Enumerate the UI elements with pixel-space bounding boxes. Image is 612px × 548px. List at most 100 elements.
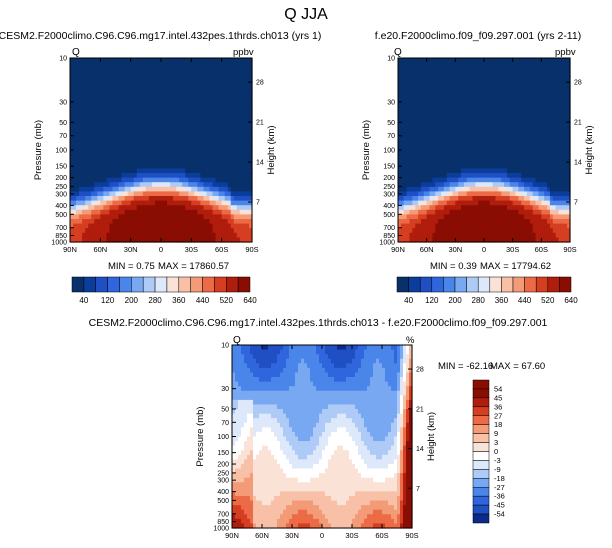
field-cell — [547, 117, 551, 123]
field-cell — [452, 99, 456, 105]
field-cell — [154, 127, 159, 133]
field-cell — [429, 71, 433, 77]
field-cell — [429, 232, 433, 238]
field-cell — [112, 99, 117, 105]
field-cell — [73, 122, 77, 128]
field-cell — [435, 196, 439, 202]
field-cell — [400, 127, 405, 133]
field-cell — [492, 168, 497, 174]
field-cell — [215, 99, 220, 105]
field-cell — [112, 209, 117, 215]
field-cell — [518, 150, 522, 156]
field-cell — [130, 58, 135, 64]
field-cell — [245, 58, 250, 64]
field-cell — [524, 113, 528, 119]
field-cell — [130, 200, 135, 206]
field-cell — [182, 140, 186, 146]
field-cell — [478, 90, 482, 96]
field-cell — [167, 159, 171, 165]
field-cell — [154, 196, 159, 202]
field-cell — [130, 131, 135, 137]
field-cell — [412, 113, 416, 119]
field-cell — [561, 182, 565, 188]
field-cell — [218, 113, 223, 119]
field-cell — [544, 159, 548, 165]
field-cell — [173, 205, 177, 211]
field-cell — [167, 163, 171, 169]
field-cell — [239, 219, 244, 225]
field-cell — [106, 205, 111, 211]
field-cell — [91, 122, 95, 128]
field-cell — [504, 154, 508, 160]
field-cell — [118, 113, 123, 119]
field-cell — [398, 122, 402, 128]
field-cell — [435, 131, 439, 137]
field-cell — [406, 163, 411, 169]
field-cell — [157, 104, 162, 110]
field-cell — [472, 205, 476, 211]
field-cell — [409, 237, 413, 243]
field-cell — [173, 214, 177, 220]
field-cell — [224, 232, 229, 238]
field-cell — [509, 223, 514, 229]
field-cell — [224, 136, 229, 142]
field-cell — [418, 140, 422, 146]
field-cell — [88, 67, 92, 73]
field-cell — [236, 186, 241, 192]
field-cell — [112, 67, 117, 73]
field-cell — [498, 76, 502, 82]
field-cell — [435, 214, 439, 220]
field-cell — [224, 122, 229, 128]
field-cell — [501, 108, 505, 114]
field-cell — [518, 173, 522, 179]
field-cell — [133, 85, 138, 91]
field-cell — [432, 145, 436, 151]
field-cell — [230, 159, 235, 165]
field-cell — [151, 182, 156, 188]
field-cell — [224, 71, 229, 77]
field-cell — [484, 173, 488, 179]
field-cell — [552, 90, 557, 96]
field-cell — [248, 237, 253, 243]
field-cell — [97, 81, 101, 87]
field-cell — [79, 117, 83, 123]
field-cell — [242, 67, 247, 73]
field-cell — [167, 186, 171, 192]
field-cell — [458, 177, 462, 183]
field-cell — [121, 108, 126, 114]
field-cell — [82, 237, 86, 243]
field-cell — [115, 232, 120, 238]
field-cell — [212, 177, 217, 183]
field-cell — [423, 196, 428, 202]
field-cell — [109, 223, 114, 229]
field-cell — [106, 191, 111, 197]
field-cell — [88, 154, 92, 160]
field-cell — [115, 237, 120, 243]
field-cell — [218, 108, 223, 114]
field-cell — [230, 90, 235, 96]
field-cell — [466, 113, 471, 119]
field-cell — [406, 131, 411, 137]
field-cell — [182, 177, 186, 183]
field-cell — [492, 209, 497, 215]
field-cell — [449, 196, 454, 202]
field-cell — [524, 67, 528, 73]
field-cell — [170, 122, 174, 128]
field-cell — [197, 117, 202, 123]
field-cell — [115, 108, 120, 114]
field-cell — [435, 85, 439, 91]
field-cell — [112, 191, 117, 197]
field-cell — [415, 122, 419, 128]
field-cell — [179, 62, 183, 68]
field-cell — [398, 117, 402, 123]
field-cell — [521, 117, 525, 123]
field-cell — [449, 191, 454, 197]
panel-3-units: % — [406, 335, 415, 346]
field-cell — [426, 58, 431, 64]
field-cell — [170, 214, 174, 220]
field-cell — [432, 117, 436, 123]
field-cell — [230, 228, 235, 234]
field-cell — [157, 131, 162, 137]
field-cell — [555, 177, 560, 183]
field-cell — [398, 182, 402, 188]
